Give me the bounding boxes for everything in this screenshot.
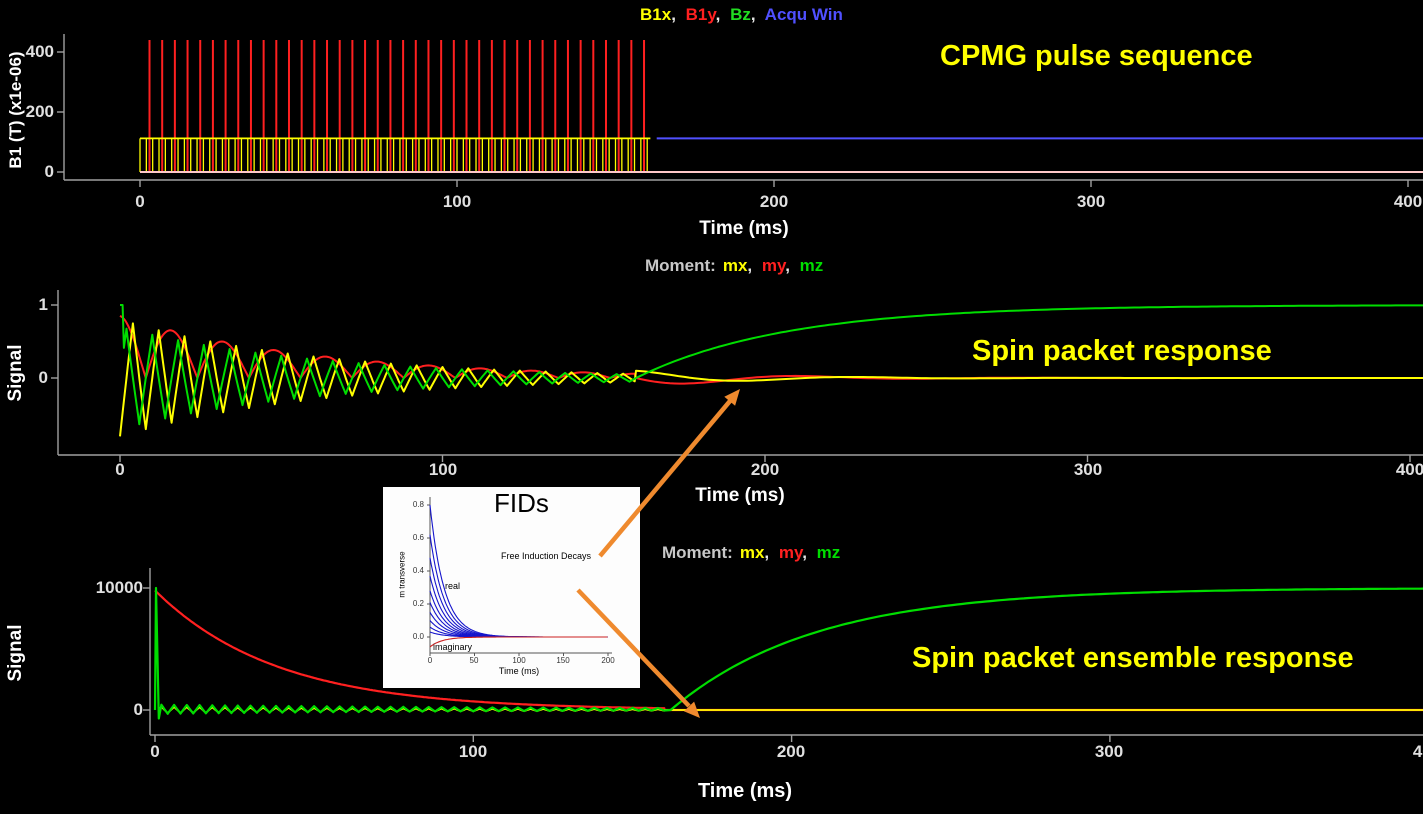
pulse-ytick-200: 200: [25, 102, 54, 121]
arrow-head-to-spin-packet: [724, 389, 740, 406]
ensemble-legend: Moment: mx, my, mz: [662, 543, 840, 563]
arrow-line-to-spin-packet: [598, 399, 732, 558]
legend-item-b1x: B1x: [640, 5, 672, 24]
ensemble-annotation: Spin packet ensemble response: [912, 642, 1354, 674]
fids-inset-panel: [383, 487, 640, 688]
fids-ytick: 0.2: [412, 599, 424, 608]
legend-item-mx: mx: [739, 543, 765, 562]
packet-ytick-0: 0: [38, 368, 48, 387]
packet-xtick-200: 200: [750, 460, 780, 479]
fids-imaginary-label: imaginary: [433, 642, 473, 652]
packet-xlabel: Time (ms): [695, 485, 785, 506]
fids-xtick: 150: [556, 656, 570, 665]
packet-xtick-400: 400: [1395, 460, 1423, 479]
fids-xtick: 0: [427, 656, 433, 665]
packet-xtick-100: 100: [428, 460, 458, 479]
legend-separator: ,: [802, 543, 807, 562]
fids-ytick: 0.0: [412, 632, 424, 641]
pulse-annotation: CPMG pulse sequence: [940, 40, 1253, 72]
packet-xtick-300: 300: [1073, 460, 1103, 479]
fids-ytick: 0.8: [412, 500, 424, 509]
legend-separator: ,: [715, 5, 721, 24]
legend-item-mx: mx: [722, 256, 748, 275]
pulse-xtick-0: 0: [135, 192, 145, 211]
pulse-xlabel: Time (ms): [699, 218, 789, 239]
packet-annotation: Spin packet response: [972, 335, 1272, 367]
legend-separator: ,: [671, 5, 676, 24]
legend-item-mz: mz: [816, 543, 841, 562]
fids-xtick: 200: [601, 656, 615, 665]
legend-item-my: my: [778, 543, 803, 562]
packet-mx-curve: [119, 322, 1423, 437]
packet-ytick-1: 1: [38, 295, 48, 314]
ensemble-ytick-10000: 10000: [95, 578, 143, 597]
legend-item-acqu-win: Acqu Win: [764, 5, 843, 24]
fids-ytick: 0.4: [412, 566, 424, 575]
fids-ytick: 0.6: [412, 533, 424, 542]
ensemble-xtick-100: 100: [458, 742, 488, 761]
legend-separator: ,: [747, 256, 753, 275]
ensemble-xlabel: Time (ms): [697, 780, 793, 802]
fids-xtick: 50: [469, 656, 479, 665]
legend-separator: ,: [750, 5, 756, 24]
ensemble-xtick-0: 0: [150, 742, 160, 761]
legend-separator: ,: [764, 543, 770, 562]
pulse-xtick-400: 400: [1393, 192, 1423, 211]
fids-real-label: real: [445, 581, 461, 591]
ensemble-my-curve: [154, 589, 1423, 712]
legend-moment-label: Moment:: [645, 256, 716, 275]
fids-xlabel: Time (ms): [498, 666, 540, 676]
packet-xtick-0: 0: [115, 460, 125, 479]
pulse-ytick-0: 0: [44, 162, 54, 181]
legend-item-bz: Bz: [730, 5, 751, 24]
fids-big-label: FIDs: [494, 488, 549, 518]
arrow-head-to-ensemble: [683, 701, 700, 718]
pulse-legend: B1x, B1y, Bz, Acqu Win: [640, 5, 843, 25]
pulse-xtick-300: 300: [1076, 192, 1106, 211]
ensemble-ytick-0: 0: [133, 700, 143, 719]
packet-mz-curve: [120, 304, 1423, 426]
fid-imaginary-curve: [429, 636, 608, 648]
legend-item-mz: mz: [799, 256, 824, 275]
ensemble-xtick-400: 400: [1412, 742, 1423, 761]
legend-separator: ,: [785, 256, 790, 275]
ensemble-mz-curve: [153, 586, 1423, 720]
legend-moment-label: Moment:: [662, 543, 733, 562]
arrow-line-to-ensemble: [576, 588, 691, 708]
ensemble-xtick-200: 200: [776, 742, 806, 761]
legend-item-b1y: B1y: [685, 5, 716, 24]
ensemble-xtick-300: 300: [1094, 742, 1124, 761]
pulse-xtick-200: 200: [759, 192, 789, 211]
fids-title: Free Induction Decays: [501, 551, 592, 561]
pulse-xtick-100: 100: [442, 192, 472, 211]
packet-legend: Moment: mx, my, mz: [645, 256, 823, 276]
legend-item-my: my: [761, 256, 786, 275]
pulse-ytick-400: 400: [25, 42, 54, 61]
fids-xtick: 100: [512, 656, 526, 665]
